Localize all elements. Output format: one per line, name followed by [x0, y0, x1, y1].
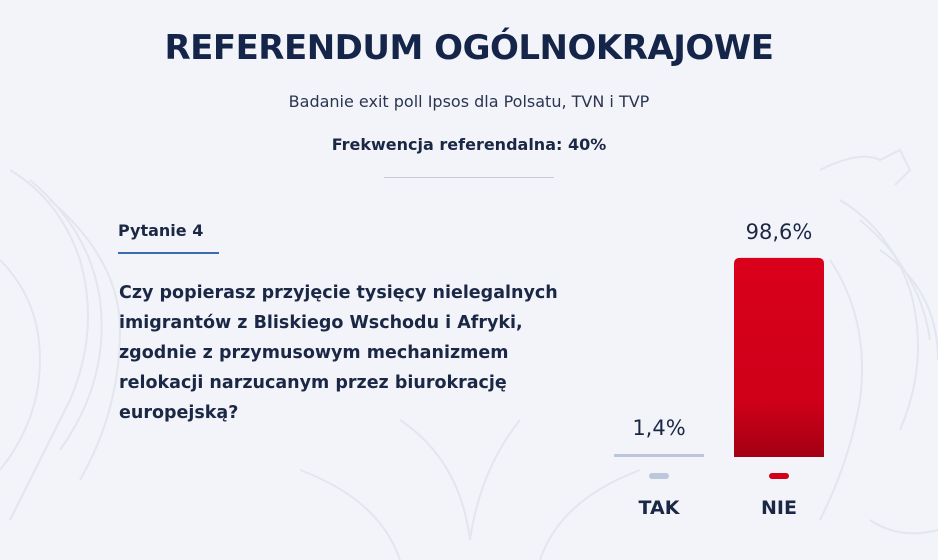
page-title: REFERENDUM OGÓLNOKRAJOWE	[164, 28, 774, 68]
turnout-label: Frekwencja referendalna: 40%	[331, 135, 607, 154]
category-label-tak: TAK	[639, 497, 681, 519]
question-number-underline	[118, 252, 219, 254]
value-label-tak: 1,4%	[632, 416, 685, 440]
bar-nie	[734, 257, 824, 457]
question-text: Czy popierasz przyjęcie tysięcy nielegal…	[119, 283, 558, 423]
question-number: Pytanie 4	[118, 221, 204, 240]
category-label-nie: NIE	[761, 497, 797, 519]
header-divider	[384, 177, 554, 178]
bar-tak	[614, 454, 704, 457]
value-label-nie: 98,6%	[746, 220, 813, 244]
legend-marker-tak	[649, 473, 669, 479]
legend-marker-nie	[769, 473, 789, 479]
page-subtitle: Badanie exit poll Ipsos dla Polsatu, TVN…	[288, 92, 650, 111]
